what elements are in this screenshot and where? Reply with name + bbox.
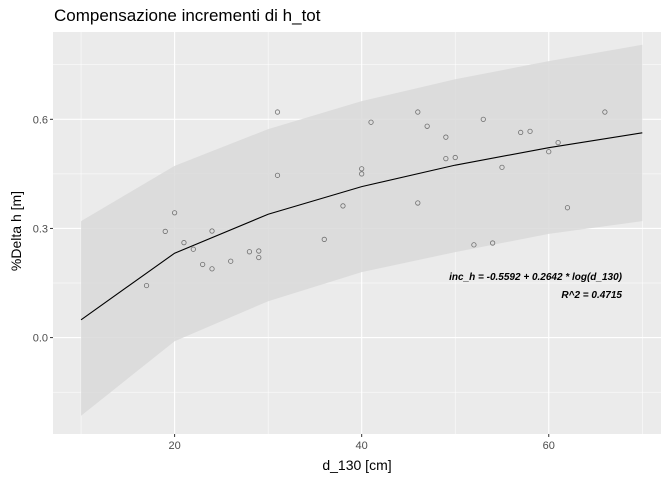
data-point <box>340 203 346 209</box>
y-axis-ticks: 0.0 0.3 0.6 <box>33 114 53 345</box>
data-point <box>443 156 449 162</box>
data-point <box>415 109 421 115</box>
data-point <box>527 128 533 134</box>
data-point <box>359 171 365 177</box>
data-point <box>172 210 178 216</box>
data-point <box>209 228 215 234</box>
data-point <box>368 119 374 125</box>
x-axis-ticks: 20 40 60 <box>168 434 555 452</box>
y-tick-label: 0.6 <box>33 114 48 126</box>
data-point <box>181 240 187 246</box>
data-point <box>471 242 477 248</box>
data-point <box>321 236 327 242</box>
confidence-band <box>81 44 643 416</box>
data-point <box>443 134 449 140</box>
data-point <box>415 200 421 206</box>
x-tick-label: 20 <box>168 440 180 452</box>
data-point <box>209 266 215 272</box>
data-points <box>143 109 608 289</box>
data-point <box>452 154 458 161</box>
data-point <box>143 282 150 289</box>
data-point <box>246 249 253 255</box>
data-point <box>546 149 552 155</box>
data-point <box>499 164 505 170</box>
data-point <box>162 228 168 234</box>
data-point <box>274 172 281 178</box>
data-point <box>256 248 262 254</box>
x-tick-label: 40 <box>356 440 368 452</box>
data-point <box>359 166 365 172</box>
y-tick-label: 0.3 <box>33 223 48 235</box>
y-axis-title: %Delta h [m] <box>8 191 24 271</box>
data-point <box>200 261 206 268</box>
x-tick-label: 60 <box>543 440 555 452</box>
data-point <box>518 129 524 136</box>
data-point <box>228 258 234 264</box>
y-tick-label: 0.0 <box>33 333 48 345</box>
data-point <box>424 123 430 129</box>
data-point <box>564 205 571 211</box>
data-point <box>602 109 608 115</box>
data-point <box>490 240 496 246</box>
regression-line <box>80 132 643 321</box>
data-point <box>555 139 561 146</box>
data-point <box>256 254 262 261</box>
r-squared-label: R^2 = 0.4715 <box>561 290 622 301</box>
data-point <box>190 246 196 252</box>
data-point <box>480 116 486 122</box>
regression-equation: inc_h = -0.5592 + 0.2642 * log(d_130) <box>449 272 623 283</box>
chart-title: Compensazione incrementi di h_tot <box>54 6 321 25</box>
x-axis-title: d_130 [cm] <box>322 457 391 473</box>
data-point <box>274 109 281 115</box>
